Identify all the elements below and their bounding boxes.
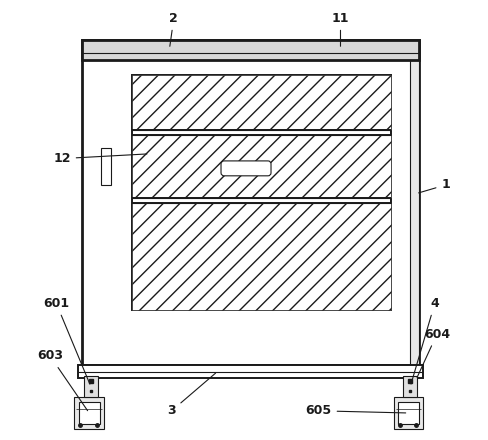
Text: 4: 4 (411, 297, 439, 384)
Text: 1: 1 (419, 178, 450, 193)
Text: 11: 11 (332, 12, 349, 46)
Text: 604: 604 (417, 327, 450, 378)
Text: 605: 605 (305, 404, 406, 417)
Bar (132, 202, 391, 310)
Bar (101, 148, 111, 185)
Bar (403, 376, 417, 397)
Bar (81, 40, 420, 365)
Text: 2: 2 (169, 12, 178, 46)
Bar (393, 397, 424, 429)
Bar (79, 402, 100, 425)
FancyBboxPatch shape (221, 161, 271, 176)
Bar (81, 40, 420, 60)
Text: 603: 603 (37, 349, 88, 411)
Bar (132, 75, 391, 310)
Bar (74, 397, 104, 429)
Bar (132, 135, 391, 198)
Text: 12: 12 (53, 152, 147, 165)
Bar (78, 365, 423, 378)
Text: 601: 601 (43, 297, 90, 384)
Text: 3: 3 (167, 373, 216, 417)
Bar (398, 402, 419, 425)
Bar (410, 60, 420, 365)
Bar (84, 376, 98, 397)
Bar (132, 75, 391, 130)
